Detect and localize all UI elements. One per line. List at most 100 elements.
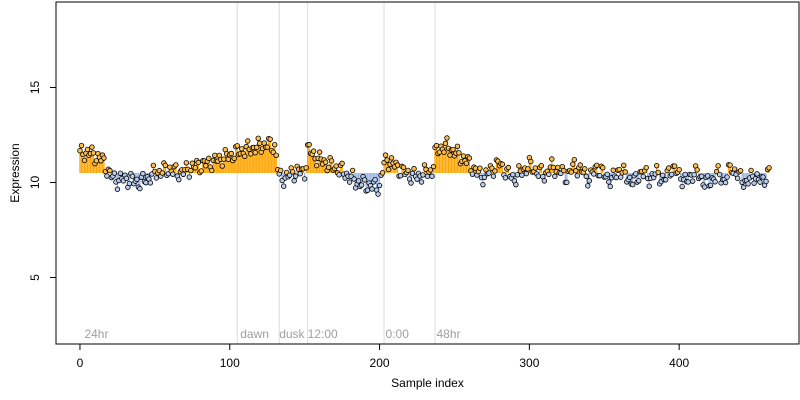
data-point [585, 183, 591, 189]
y-axis: 5 10 15 [28, 81, 56, 281]
data-point [162, 162, 169, 169]
period-label: 24hr [84, 327, 108, 341]
data-point [126, 180, 133, 187]
data-point [766, 165, 772, 171]
data-point [195, 159, 202, 166]
data-point [532, 165, 539, 171]
data-point [523, 170, 530, 177]
data-point [724, 174, 730, 180]
data-point [505, 164, 512, 171]
data-point [170, 171, 176, 177]
data-point [460, 153, 467, 159]
data-point [510, 171, 516, 178]
data-point [382, 152, 389, 158]
data-point [571, 156, 578, 163]
data-point [731, 166, 738, 172]
data-point [740, 184, 747, 190]
data-point [454, 143, 461, 150]
data-point [153, 175, 160, 181]
period-label: 0:00 [386, 327, 410, 341]
data-point [528, 158, 534, 165]
data-point [606, 179, 612, 185]
data-point [234, 143, 240, 149]
data-point [633, 171, 639, 177]
data-point [630, 181, 636, 188]
data-point [552, 173, 558, 180]
data-point [405, 167, 411, 174]
data-point [212, 152, 218, 159]
x-tick-label: 100 [220, 356, 240, 370]
data-point [694, 167, 700, 173]
data-point [277, 167, 284, 174]
data-point [192, 165, 199, 171]
data-point [616, 166, 622, 173]
data-point [346, 179, 353, 185]
data-point [486, 170, 492, 176]
data-point [646, 183, 652, 189]
data-point [316, 149, 323, 155]
data-point [643, 164, 649, 171]
x-tick-label: 400 [669, 356, 689, 370]
data-point [306, 141, 312, 148]
data-point [183, 160, 190, 166]
data-point [698, 173, 705, 179]
data-point [568, 169, 575, 175]
data-point [582, 166, 588, 172]
data-point [682, 171, 688, 178]
data-point [255, 135, 261, 142]
data-point [245, 138, 251, 144]
data-point [607, 183, 613, 190]
data-point [289, 169, 296, 175]
data-point [577, 162, 583, 168]
data-point [313, 162, 320, 169]
data-point [231, 155, 237, 162]
data-point [420, 172, 426, 178]
data-point [89, 144, 95, 150]
data-point [636, 178, 642, 184]
data-point [257, 140, 263, 146]
data-point [763, 178, 769, 185]
data-point [679, 183, 685, 190]
data-point [414, 176, 420, 182]
data-point [188, 167, 194, 174]
data-point [469, 171, 476, 177]
data-point [411, 166, 417, 172]
data-point [570, 161, 576, 167]
data-point [364, 187, 371, 193]
data-point [107, 167, 113, 174]
data-point [379, 170, 386, 176]
data-point [104, 173, 110, 179]
data-point [594, 162, 600, 168]
data-point [516, 163, 522, 169]
data-point [707, 182, 714, 188]
y-tick-label: 15 [28, 81, 42, 95]
data-point [77, 148, 83, 154]
data-point [137, 185, 143, 192]
data-point [273, 152, 279, 159]
data-point [737, 167, 744, 174]
data-point [90, 150, 97, 156]
data-point [492, 168, 498, 174]
data-point [502, 175, 509, 181]
data-point [286, 172, 293, 178]
data-point [400, 164, 407, 170]
data-point [655, 169, 661, 176]
data-point [433, 142, 440, 149]
data-point [621, 162, 627, 169]
x-tick-label: 0 [77, 356, 84, 370]
period-labels: 24hr dawn dusk 12:00 0:00 48hr [84, 327, 460, 341]
data-point [292, 173, 299, 179]
data-point [252, 149, 258, 156]
data-point [754, 171, 760, 177]
data-point [597, 172, 603, 179]
data-point [640, 173, 646, 180]
data-point [280, 183, 287, 189]
data-point [78, 142, 85, 149]
data-point [114, 186, 121, 192]
period-label: 48hr [436, 327, 460, 341]
data-point [147, 180, 154, 186]
data-point [659, 172, 666, 178]
data-point [117, 170, 124, 176]
data-point [600, 165, 606, 171]
data-point [591, 171, 597, 177]
